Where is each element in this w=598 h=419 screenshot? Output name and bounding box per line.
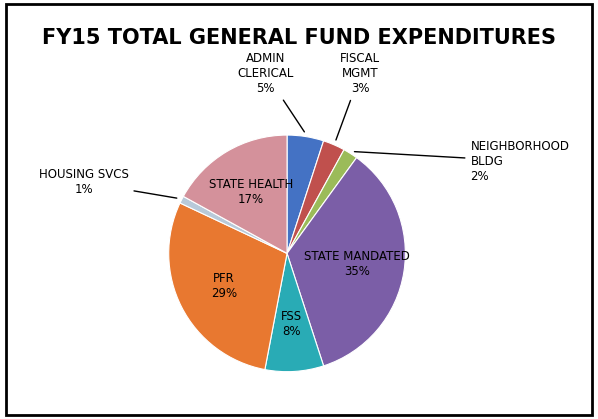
Wedge shape bbox=[184, 135, 287, 253]
Text: FSS
8%: FSS 8% bbox=[281, 310, 302, 338]
Text: FY15 TOTAL GENERAL FUND EXPENDITURES: FY15 TOTAL GENERAL FUND EXPENDITURES bbox=[42, 28, 556, 48]
Text: HOUSING SVCS
1%: HOUSING SVCS 1% bbox=[39, 168, 177, 198]
Text: NEIGHBORHOOD
BLDG
2%: NEIGHBORHOOD BLDG 2% bbox=[355, 140, 569, 183]
Text: ADMIN
CLERICAL
5%: ADMIN CLERICAL 5% bbox=[237, 52, 304, 132]
Wedge shape bbox=[287, 150, 356, 253]
Text: FISCAL
MGMT
3%: FISCAL MGMT 3% bbox=[336, 52, 380, 140]
Wedge shape bbox=[169, 203, 287, 370]
Wedge shape bbox=[265, 253, 324, 372]
Wedge shape bbox=[180, 197, 287, 253]
Text: PFR
29%: PFR 29% bbox=[210, 272, 237, 300]
Text: STATE HEALTH
17%: STATE HEALTH 17% bbox=[209, 178, 293, 206]
Wedge shape bbox=[287, 135, 324, 253]
Wedge shape bbox=[287, 141, 344, 253]
Wedge shape bbox=[287, 158, 405, 366]
Text: STATE MANDATED
35%: STATE MANDATED 35% bbox=[304, 251, 410, 279]
